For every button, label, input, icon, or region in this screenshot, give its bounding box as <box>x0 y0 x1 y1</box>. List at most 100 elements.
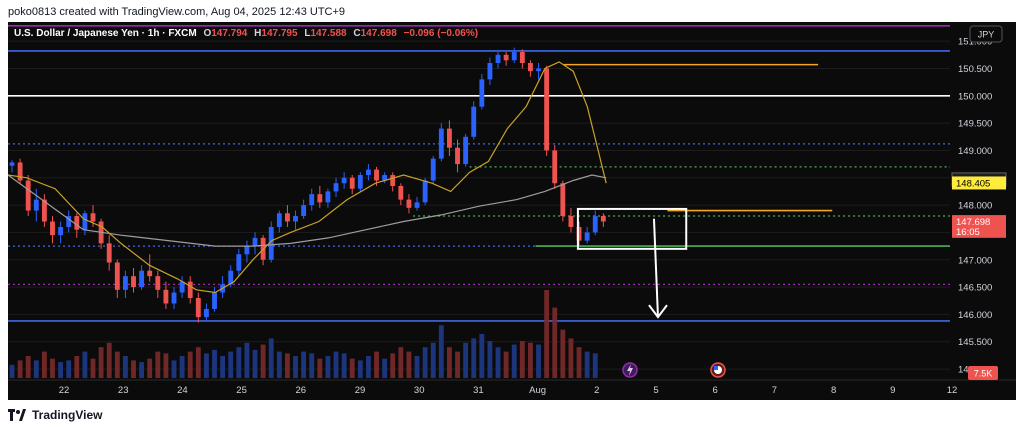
candle-body <box>106 243 112 263</box>
volume-bar <box>90 358 96 378</box>
us-flag-event-icon[interactable] <box>710 362 726 378</box>
candle-body <box>114 262 120 290</box>
arrow-head <box>648 304 668 319</box>
currency-button[interactable]: JPY <box>969 25 1003 43</box>
volume-bar <box>220 356 226 378</box>
lightning-event-icon[interactable] <box>622 362 638 378</box>
volume-bar <box>519 341 525 378</box>
candle-body <box>568 216 574 227</box>
candle-body <box>349 177 355 189</box>
candle-body <box>41 199 47 222</box>
volume-bars <box>9 290 598 378</box>
range-rectangle[interactable] <box>576 207 688 250</box>
volume-bar <box>228 351 234 378</box>
volume-bar <box>74 356 80 378</box>
candle-body <box>390 175 396 186</box>
candle-body <box>252 237 258 247</box>
candle-body <box>212 292 217 309</box>
volume-bar <box>560 329 566 378</box>
candle-body <box>195 298 201 318</box>
volume-bar <box>9 364 15 378</box>
sma-slow-line <box>8 174 607 247</box>
price-chart[interactable]: 151.000150.500150.000149.500149.000148.5… <box>8 22 1016 400</box>
volume-bar <box>528 342 533 378</box>
attribution-text: poko0813 created with TradingView.com, A… <box>8 6 346 18</box>
volume-bar <box>398 347 404 378</box>
volume-bar <box>374 351 379 378</box>
header-bar: poko0813 created with TradingView.com, A… <box>0 0 1024 22</box>
price-tick-label: 148.000 <box>958 201 992 212</box>
time-tick-label: 29 <box>355 385 366 396</box>
volume-bar <box>349 358 355 378</box>
time-tick-label: 30 <box>414 385 425 396</box>
price-tick-label: 149.500 <box>958 119 992 130</box>
arrow-shaft <box>652 218 659 318</box>
legend-c-value: 147.698 <box>361 28 398 39</box>
footer-brand: TradingView <box>8 404 102 426</box>
candle-body <box>536 68 541 72</box>
volume-bar <box>25 356 31 378</box>
volume-bar <box>552 307 558 378</box>
volume-bar <box>455 351 460 378</box>
volume-bar <box>301 351 307 378</box>
tradingview-logo-icon <box>8 409 26 421</box>
time-tick-label: 9 <box>890 385 895 396</box>
volume-bar <box>471 338 477 378</box>
volume-bar <box>58 362 64 378</box>
volume-bar <box>592 353 598 378</box>
volume-bar <box>511 344 517 378</box>
footer-brand-text: TradingView <box>32 408 103 422</box>
volume-bar <box>325 356 331 378</box>
candle-body <box>576 226 582 241</box>
price-label-text: 148.405 <box>956 178 990 189</box>
volume-bar <box>268 338 274 378</box>
candle-body <box>284 213 290 222</box>
volume-bar <box>584 351 590 378</box>
candle-body <box>463 136 469 165</box>
volume-bar <box>406 351 412 378</box>
legend-h-value: 147.795 <box>261 28 298 39</box>
volume-bar <box>41 351 47 378</box>
volume-bar <box>414 356 420 378</box>
candle-body <box>309 194 315 206</box>
time-scale[interactable]: 22 23 24 25 26 29 30 31 Aug 2 5 6 7 8 9 12 <box>8 379 1016 400</box>
volume-bar <box>50 358 55 378</box>
legend-h-label: H <box>254 28 261 39</box>
horizontal-levels[interactable] <box>8 25 950 322</box>
down-arrow-icon[interactable] <box>648 218 668 319</box>
volume-bar <box>244 342 250 378</box>
legend-o-value: 147.794 <box>211 28 248 39</box>
candle-body <box>74 216 80 230</box>
time-tick-label: 12 <box>947 385 958 396</box>
volume-label: 7.5K <box>968 366 998 380</box>
legend: U.S. Dollar / Japanese Yen · 1h · FXCM O… <box>14 28 478 39</box>
candle-body <box>430 158 436 181</box>
volume-bar <box>212 349 217 378</box>
candle-body <box>447 128 452 148</box>
volume-bar <box>203 353 209 378</box>
candle-body <box>163 289 169 304</box>
candles <box>9 47 606 323</box>
candle-body <box>58 226 64 236</box>
volume-bar <box>106 342 112 378</box>
time-tick-label: Aug <box>529 385 546 396</box>
candle-body <box>479 79 485 107</box>
volume-bar <box>333 351 339 378</box>
candle-body <box>382 175 388 181</box>
candle-body <box>244 246 250 255</box>
volume-bar <box>187 351 193 378</box>
candle-body <box>406 199 412 208</box>
candle-body <box>592 216 598 233</box>
volume-bar <box>365 356 371 378</box>
candle-body <box>155 276 161 290</box>
candle-body <box>414 202 420 208</box>
volume-bar <box>33 360 39 378</box>
candle-body <box>365 169 371 176</box>
chart-panel[interactable]: 151.000150.500150.000149.500149.000148.5… <box>8 22 1016 400</box>
volume-bar <box>495 347 501 378</box>
candle-body <box>276 213 282 227</box>
legend-c-label: C <box>353 28 360 39</box>
candle-body <box>317 194 323 203</box>
legend-change: −0.096 (−0.06%) <box>404 28 479 39</box>
volume-bar <box>260 344 266 378</box>
